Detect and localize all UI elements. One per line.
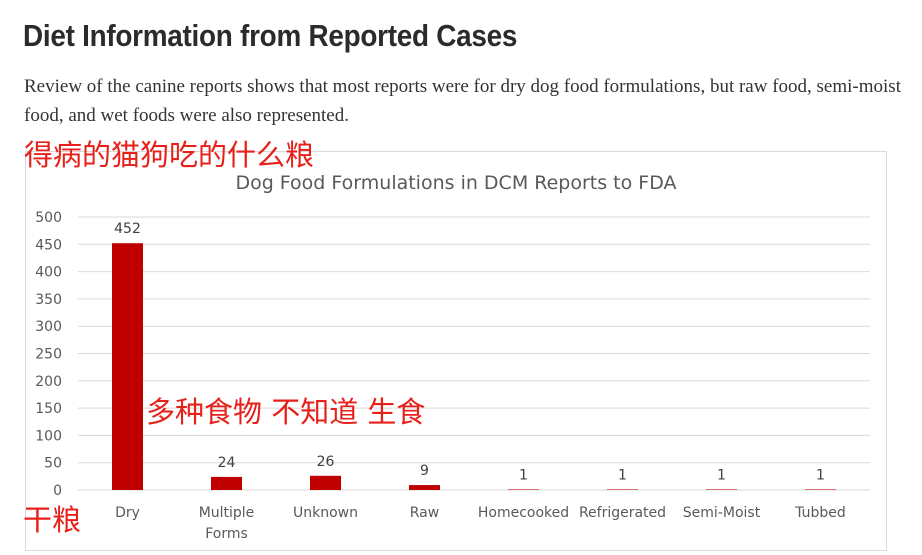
x-axis-ticks: Dry Multiple Forms Unknown Raw Homecooked Refr… [115,505,846,542]
gridlines [78,216,870,491]
x-tick-label: Tubbed [794,505,846,521]
bar-refrigerated [607,489,638,490]
bars [112,243,836,490]
bar-semi-moist [706,489,737,490]
y-tick-label: 450 [35,237,62,253]
y-tick-label: 100 [35,428,62,444]
bar-dry [112,243,143,490]
bar-tubbed [805,489,836,490]
bar-multiple-forms [211,476,242,490]
x-tick-label: Semi-Moist [683,505,761,521]
y-tick-label: 200 [35,374,62,390]
data-label: 26 [317,454,335,470]
x-tick-label: Multiple [199,505,255,521]
y-tick-label: 500 [35,210,62,226]
y-tick-label: 0 [53,483,62,499]
y-tick-label: 50 [44,456,62,472]
y-tick-label: 400 [35,265,62,281]
x-tick-label: Raw [410,505,439,521]
y-tick-label: 350 [35,292,62,308]
data-label: 1 [519,467,528,483]
y-tick-label: 300 [35,319,62,335]
y-tick-label: 250 [35,347,62,363]
x-tick-label: Dry [115,505,140,521]
data-label: 1 [717,467,726,483]
y-axis-ticks: 0 50 100 150 200 250 300 350 400 450 500 [35,210,62,499]
page-heading: Diet Information from Reported Cases [23,18,518,53]
data-label: 1 [816,467,825,483]
bar-unknown [310,475,341,490]
data-label: 24 [218,455,236,471]
bar-raw [409,485,440,490]
annotation-middle: 多种食物 不知道 生食 [146,395,426,429]
x-tick-label: Unknown [293,505,358,521]
data-label: 452 [114,221,141,237]
y-tick-label: 150 [35,401,62,417]
annotation-top: 得病的猫狗吃的什么粮 [24,138,315,172]
intro-paragraph: Review of the canine reports shows that … [24,76,901,126]
chart-frame [25,151,887,551]
chart-title: Dog Food Formulations in DCM Reports to … [235,172,676,194]
x-tick-label: Homecooked [478,505,569,521]
data-label: 9 [420,463,429,479]
bar-homecooked [508,489,539,490]
data-labels: 452 24 26 9 1 1 1 1 [114,221,825,483]
data-label: 1 [618,467,627,483]
x-tick-label: Forms [205,526,248,542]
annotation-bottom: 干粮 [23,503,82,537]
x-tick-label: Refrigerated [579,505,666,521]
